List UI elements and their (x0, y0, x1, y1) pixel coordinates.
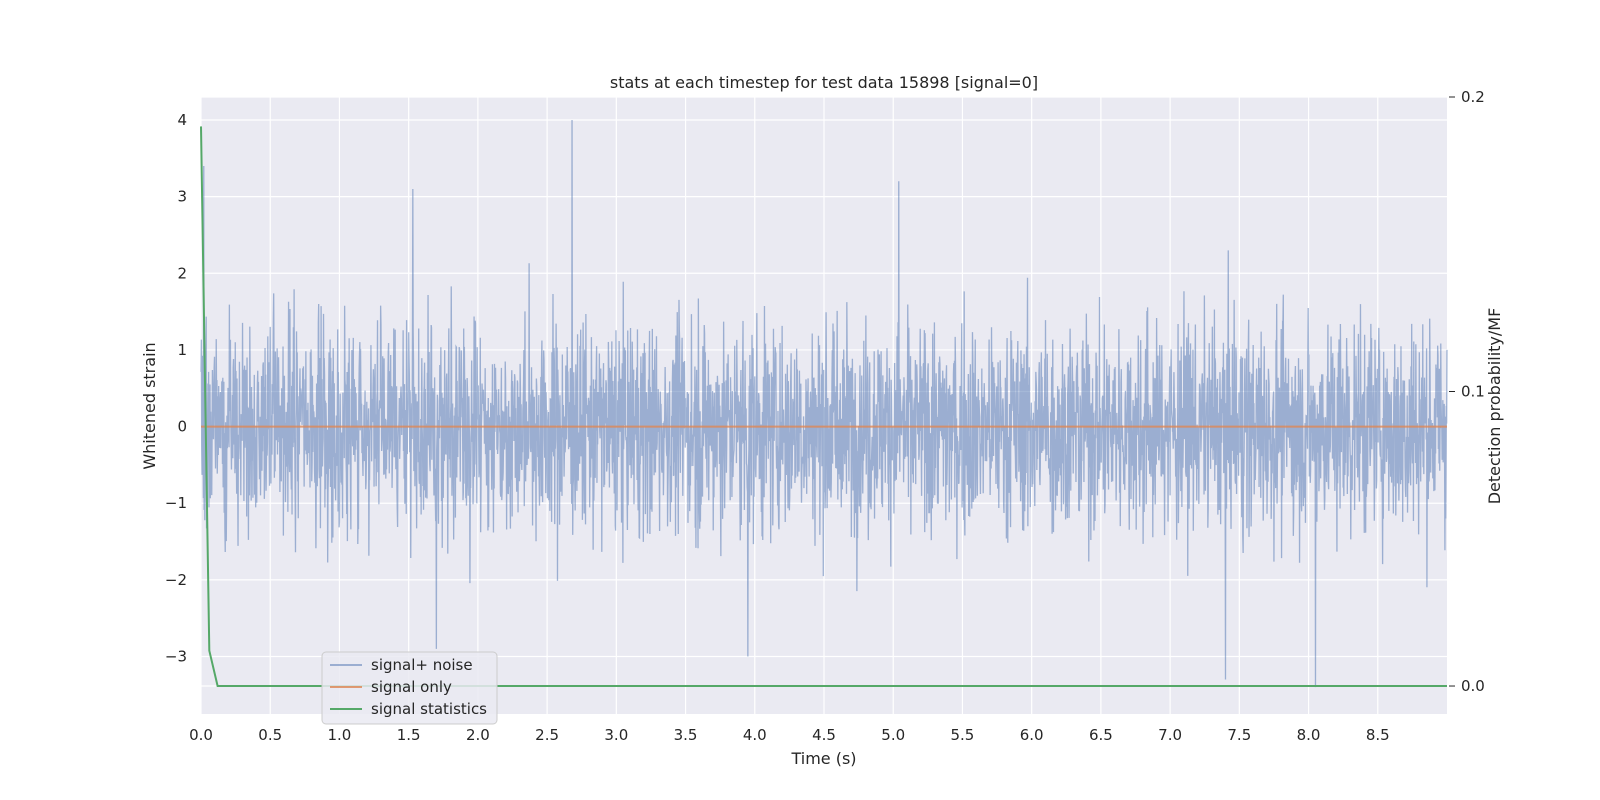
series-signal-noise (200, 119, 1448, 688)
legend-label-signal-statistics: signal statistics (371, 700, 487, 718)
x-tick-label: 4.5 (812, 726, 836, 744)
x-axis-ticks: 0.0 0.5 1.0 1.5 2.0 2.5 3.0 3.5 4.0 4.5 5.0 5.5 6.0 6… (189, 726, 1390, 744)
legend-label-signal-only: signal only (371, 678, 452, 696)
signal-statistics-line (200, 126, 1447, 688)
y-tick-label: 0 (177, 418, 187, 436)
y-axis-ticks: 4 3 2 1 0 −1 −2 −3 (165, 111, 187, 666)
series-signal-statistics (200, 126, 1447, 688)
x-tick-label: 6.0 (1020, 726, 1044, 744)
x-tick-label: 2.0 (466, 726, 490, 744)
x-tick-label: 8.5 (1366, 726, 1390, 744)
x-tick-label: 7.0 (1158, 726, 1182, 744)
y-right-tick-label: 0.2 (1461, 88, 1485, 106)
y-tick-label: 2 (177, 264, 187, 282)
x-tick-label: 3.0 (604, 726, 628, 744)
signal-noise-line (200, 119, 1448, 688)
x-axis-title: Time (s) (790, 749, 856, 768)
legend: signal+ noise signal only signal statist… (321, 651, 498, 725)
x-tick-label: 1.0 (328, 726, 352, 744)
y-tick-label: 3 (177, 188, 187, 206)
y-right-tick-label: 0.0 (1461, 677, 1485, 695)
x-tick-label: 1.5 (397, 726, 421, 744)
y-tick-label: 4 (177, 111, 187, 129)
y-tick-label: −3 (165, 648, 187, 666)
x-tick-label: 5.5 (951, 726, 975, 744)
x-tick-label: 6.5 (1089, 726, 1113, 744)
x-tick-label: 3.5 (674, 726, 698, 744)
legend-label-signal-noise: signal+ noise (371, 656, 473, 674)
x-tick-label: 5.0 (881, 726, 905, 744)
x-tick-label: 0.0 (189, 726, 213, 744)
x-tick-label: 7.5 (1227, 726, 1251, 744)
y-tick-label: −1 (165, 494, 187, 512)
y-right-axis-ticks: 0.2 0.1 0.0 (1449, 88, 1485, 695)
x-tick-label: 4.0 (743, 726, 767, 744)
legend-box (321, 651, 498, 725)
chart-title: stats at each timestep for test data 158… (610, 73, 1038, 92)
y-right-axis-title: Detection probability/MF (1485, 308, 1504, 505)
y-tick-label: −2 (165, 571, 187, 589)
x-tick-label: 2.5 (535, 726, 559, 744)
x-tick-label: 0.5 (258, 726, 282, 744)
x-tick-label: 8.0 (1297, 726, 1321, 744)
y-right-tick-label: 0.1 (1461, 383, 1485, 401)
y-axis-title: Whitened strain (140, 342, 159, 469)
y-tick-label: 1 (177, 341, 187, 359)
